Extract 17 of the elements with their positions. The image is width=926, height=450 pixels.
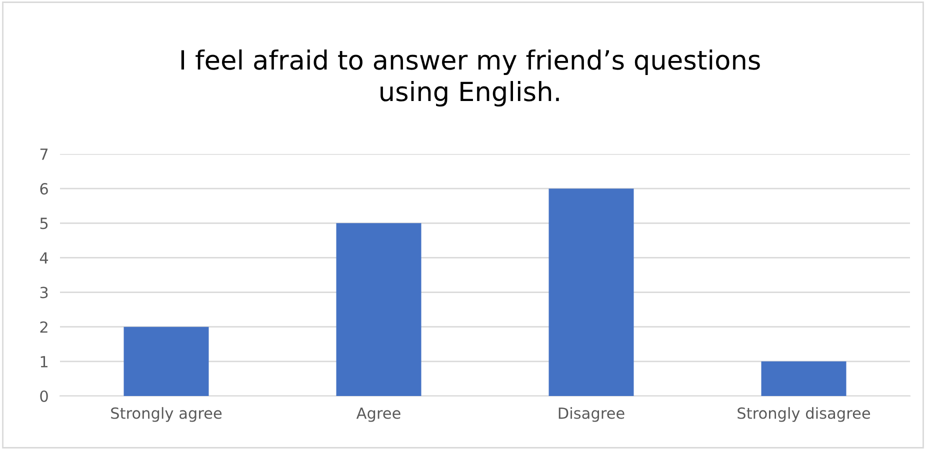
- bar: [761, 361, 846, 396]
- chart-title: I feel afraid to answer my friend’s questions using English.: [181, 49, 760, 107]
- bar: [548, 188, 634, 396]
- bar: [336, 223, 422, 396]
- y-tick-label: 5: [40, 218, 48, 230]
- y-tick-label: 1: [40, 356, 48, 368]
- x-tick-label: Strongly agree: [111, 407, 222, 422]
- x-tick-label: Agree: [356, 408, 400, 422]
- y-tick-label: 2: [40, 321, 48, 333]
- y-tick-label: 7: [40, 148, 48, 160]
- x-tick-label: Disagree: [558, 407, 624, 422]
- x-tick-label: Strongly disagree: [738, 407, 870, 422]
- y-tick-label: 4: [40, 252, 48, 264]
- y-tick-label: 0: [40, 390, 48, 402]
- y-tick-label: 6: [40, 183, 48, 195]
- y-tick-label: 3: [40, 286, 48, 298]
- bar: [124, 326, 209, 396]
